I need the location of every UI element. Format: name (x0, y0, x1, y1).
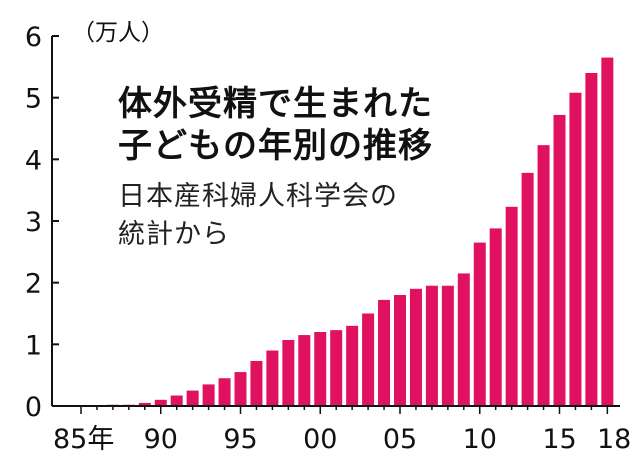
bar-2014 (537, 145, 550, 406)
bar-2007 (425, 285, 438, 406)
bar-2008 (441, 285, 454, 406)
bar-1994 (218, 378, 231, 406)
chart-title-line-1: 体外受精で生まれた (118, 84, 433, 124)
bar-2004 (378, 299, 391, 406)
bar-2010 (473, 242, 486, 406)
source-note-line-1: 日本産科婦人科学会の (118, 181, 398, 212)
bar-2013 (521, 172, 534, 406)
y-tick-label-2: 2 (25, 269, 42, 300)
bars (75, 57, 614, 407)
x-tick-label-1985: 85年 (53, 424, 114, 454)
bar-2001 (330, 330, 343, 406)
bar-2011 (489, 228, 502, 406)
bar-2009 (457, 273, 470, 406)
x-tick-label-1995: 95 (223, 424, 257, 454)
bar-1991 (170, 395, 183, 406)
bar-2005 (394, 295, 406, 406)
bar-1992 (186, 390, 199, 406)
bar-2006 (409, 288, 422, 406)
axes (51, 35, 620, 414)
bar-1995 (234, 372, 247, 406)
source-note-line-2: 統計から (118, 219, 230, 250)
y-tick-label-3: 3 (25, 207, 42, 238)
bar-2000 (314, 332, 327, 406)
bar-2015 (553, 114, 566, 407)
x-tick-labels: 85年 90 95 00 05 10 15 18 (53, 424, 631, 454)
x-tick-label-2018: 18 (597, 424, 631, 454)
x-tick-label-2005: 05 (383, 424, 417, 454)
bar-2016 (569, 92, 582, 406)
chart-title-line-2: 子どもの年別の推移 (118, 126, 433, 166)
bar-2018 (601, 57, 614, 406)
bar-1997 (266, 350, 279, 406)
bar-2012 (505, 206, 518, 406)
x-tick-label-2010: 10 (463, 424, 497, 454)
y-tick-labels: 0 1 2 3 4 5 6 (25, 22, 42, 423)
bar-1990 (154, 399, 167, 406)
bar-2002 (346, 325, 359, 406)
y-tick-label-5: 5 (25, 84, 42, 115)
bar-1993 (202, 384, 215, 406)
y-tick-label-1: 1 (25, 330, 42, 361)
y-tick-label-6: 6 (25, 22, 42, 53)
bar-2003 (362, 313, 375, 406)
x-tick-label-1990: 90 (144, 424, 178, 454)
y-tick-label-4: 4 (25, 145, 42, 176)
bar-1999 (298, 335, 311, 406)
bar-1996 (250, 360, 263, 406)
unit-label: （万人） (72, 20, 164, 46)
x-tick-label-2015: 15 (542, 424, 576, 454)
x-tick-label-2000: 00 (303, 424, 337, 454)
bar-1998 (282, 340, 295, 406)
y-tick-label-0: 0 (25, 392, 42, 423)
bar-2017 (585, 73, 598, 406)
bar-1989 (138, 402, 151, 406)
